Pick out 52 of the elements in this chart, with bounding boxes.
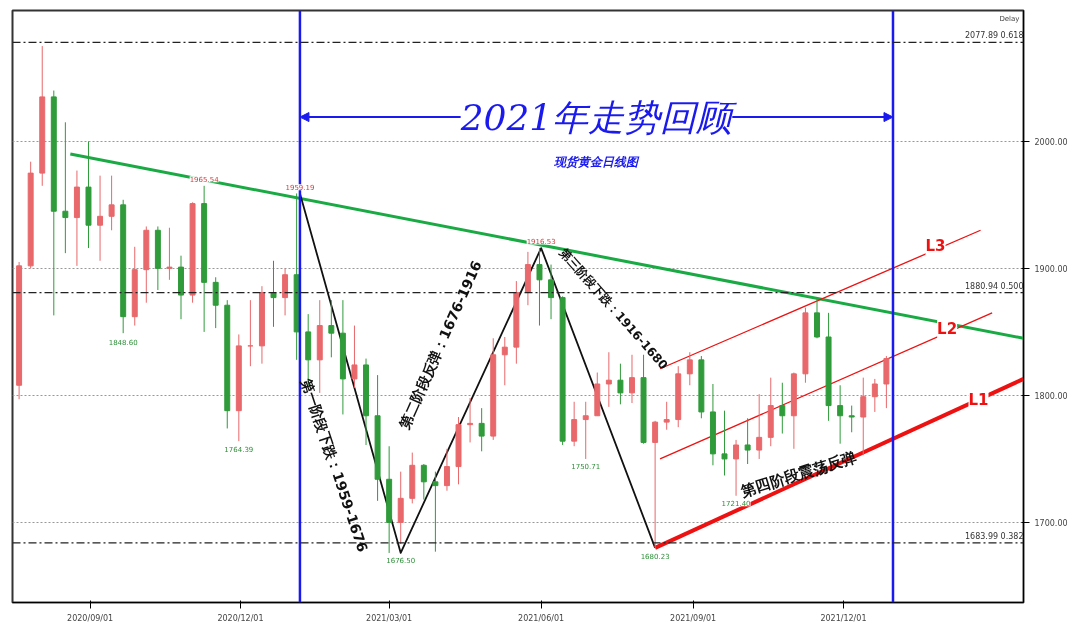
candlestick [860,377,867,456]
candlestick [721,410,728,476]
text: 2021年走势回顾 [459,96,738,138]
candlestick [848,405,855,433]
candlestick [663,401,670,431]
x-tick-label: 2021/06/01 [518,613,565,623]
candlestick [443,448,450,492]
x-tick-label: 2021/03/01 [366,613,413,623]
candlestick [420,463,427,501]
candlestick [62,121,69,254]
candlestick [871,378,878,413]
annotation: 第四阶段震荡反弹 [737,447,859,501]
candlestick [837,384,844,445]
y-tick-label: 1700.00 [1034,518,1068,528]
candlestick [779,382,786,435]
candlestick [212,276,219,329]
candlestick [478,407,485,452]
series-label: L3 [925,237,946,256]
candlestick [571,401,578,447]
candlestick [108,175,115,231]
ref-line-label: 1683.99 0.382 [964,531,1024,541]
ref-line-label: 1880.94 0.500 [964,281,1024,291]
candlestick [605,351,612,408]
candlestick [166,227,173,281]
candlestick [247,299,254,367]
candlestick [548,264,555,320]
candlestick [733,439,740,497]
ref-line-label: 2077.89 0.618 [964,31,1024,41]
candlestick [756,393,763,460]
candlestick [744,417,751,465]
candlestick [652,420,659,549]
candlestick [501,336,508,386]
x-tick-label: 2021/12/01 [820,613,867,623]
x-tick-label: 2020/09/01 [67,613,114,623]
candlestick [97,175,104,262]
candlestick [282,267,289,316]
y-tick-label: 1800.00 [1034,391,1068,401]
series-label: L2 [937,319,958,338]
candlestick [328,299,335,358]
candlestick [351,325,358,389]
x-tick-label: 2021/09/01 [670,613,717,623]
candlestick [536,247,543,327]
candlestick [686,351,693,386]
y-tick-label: 1900.00 [1034,264,1068,274]
series-label: L1 [968,390,989,409]
candlestick [582,401,589,460]
candlestick [432,471,439,553]
candlestick [270,260,277,328]
y-tick-label: 2000.00 [1034,137,1068,147]
text: 现货黄金日线图 [553,155,641,170]
x-tick-label: 2020/12/01 [217,613,264,623]
candlestick [467,397,474,443]
